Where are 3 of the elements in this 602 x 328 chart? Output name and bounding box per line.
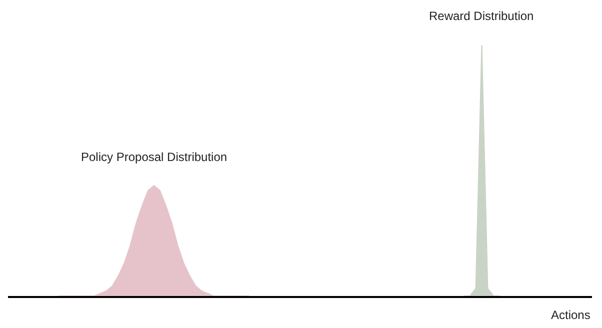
x-axis-title: Actions <box>551 308 590 322</box>
text: Reward Distribution <box>429 9 534 23</box>
text: Policy Proposal Distribution <box>81 150 228 164</box>
